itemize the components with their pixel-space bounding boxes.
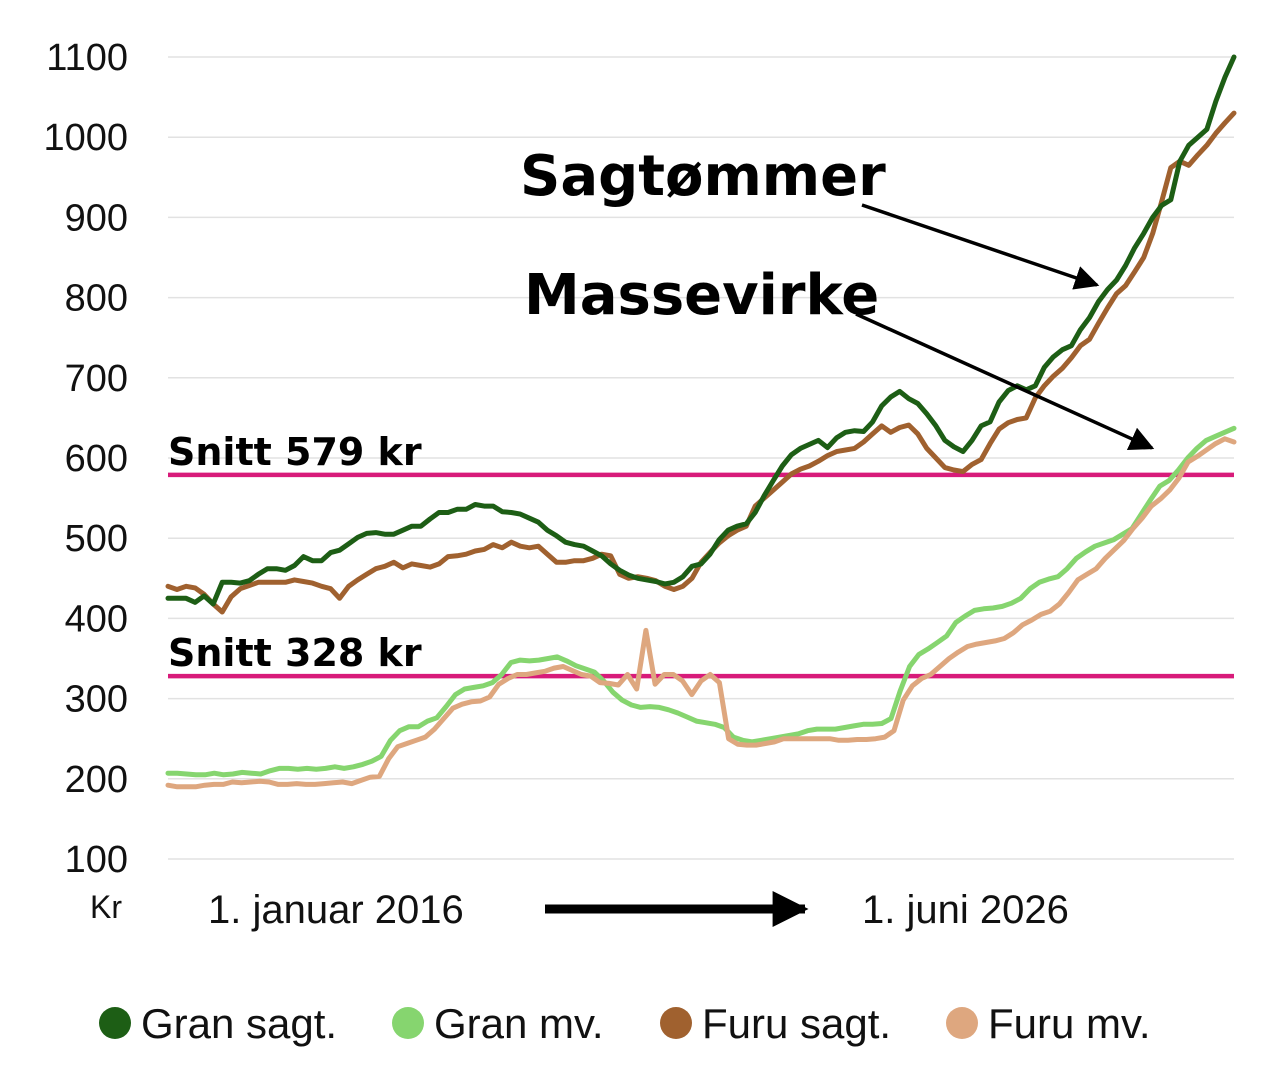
legend-item-gran-sagt: Gran sagt. — [99, 1000, 337, 1047]
legend-marker-gran-mv — [392, 1007, 424, 1039]
x-start-label: 1. januar 2016 — [208, 888, 464, 932]
ref-line-label-328: Snitt 328 kr — [168, 631, 422, 675]
y-tick-label-400: 400 — [65, 598, 128, 640]
reference-lines: Snitt 579 kr Snitt 328 kr — [168, 430, 1234, 679]
legend-marker-furu-mv — [946, 1007, 978, 1039]
y-tick-label-500: 500 — [65, 518, 128, 560]
x-axis-labels: 1. januar 2016 1. juni 2026 — [208, 888, 1069, 932]
gridlines — [168, 56, 1234, 860]
y-tick-label-700: 700 — [65, 358, 128, 400]
y-axis: 1100 1000 900 800 700 600 500 400 300 200 100 Kr — [43, 37, 128, 925]
x-end-label: 1. juni 2026 — [862, 888, 1069, 932]
legend-label-gran-sagt: Gran sagt. — [141, 1000, 337, 1047]
y-tick-label-100: 100 — [65, 839, 128, 881]
legend-item-furu-sagt: Furu sagt. — [660, 1000, 891, 1047]
ref-line-label-579: Snitt 579 kr — [168, 430, 422, 474]
legend-item-gran-mv: Gran mv. — [392, 1000, 604, 1047]
series-lines — [165, 54, 1237, 790]
arrow-sagtommer — [861, 203, 1100, 290]
y-tick-label-1000: 1000 — [43, 117, 128, 159]
y-tick-label-600: 600 — [65, 438, 128, 480]
legend-marker-furu-sagt — [660, 1007, 692, 1039]
legend-label-gran-mv: Gran mv. — [434, 1000, 604, 1047]
legend-label-furu-mv: Furu mv. — [988, 1000, 1151, 1047]
y-tick-label-900: 900 — [65, 197, 128, 239]
series-line-gran-mv — [165, 425, 1237, 778]
y-tick-label-800: 800 — [65, 278, 128, 320]
series-line-furu-mv — [165, 436, 1237, 790]
legend-label-furu-sagt: Furu sagt. — [702, 1000, 891, 1047]
y-tick-label-1100: 1100 — [46, 37, 128, 79]
y-tick-label-200: 200 — [65, 759, 128, 801]
annotation-sagtommer: Sagtømmer — [520, 144, 886, 209]
legend-item-furu-mv: Furu mv. — [946, 1000, 1151, 1047]
arrow-massevirke — [855, 312, 1155, 451]
annotations: Sagtømmer Massevirke — [520, 144, 1155, 451]
legend-marker-gran-sagt — [99, 1007, 131, 1039]
series-line-gran-sagt — [165, 54, 1237, 607]
y-unit-label: Kr — [90, 889, 122, 925]
legend: Gran sagt. Gran mv. Furu sagt. Furu mv. — [99, 1000, 1151, 1047]
y-tick-label-300: 300 — [65, 679, 128, 721]
annotation-massevirke: Massevirke — [524, 263, 879, 328]
